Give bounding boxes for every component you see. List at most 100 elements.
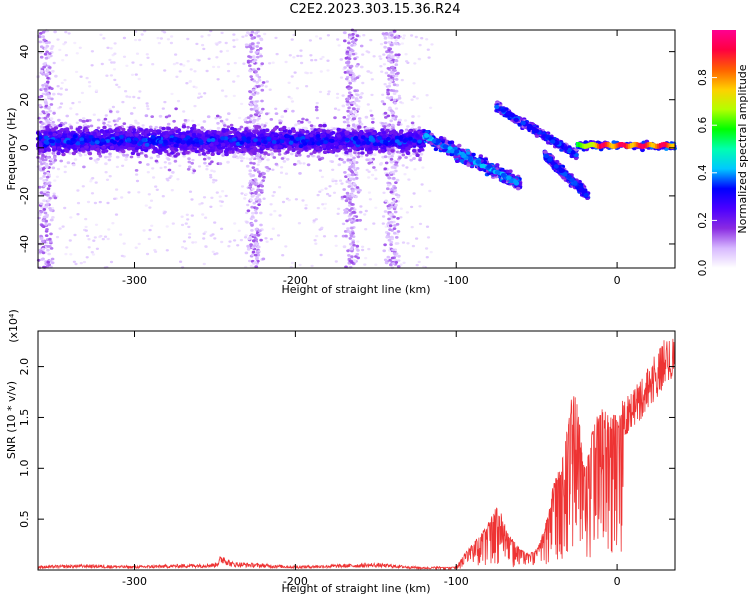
heatmap-faint-cell — [144, 204, 148, 207]
heatmap-column-cell — [353, 168, 358, 172]
heatmap-column-cell — [248, 64, 252, 68]
heatmap-column-cell — [392, 98, 397, 102]
heatmap-faint-cell — [191, 158, 195, 162]
heatmap-faint-cell — [238, 116, 242, 120]
heatmap-faint-cell — [425, 225, 430, 228]
heatmap-spread-cell — [229, 123, 234, 127]
heatmap-faint-cell — [290, 261, 294, 265]
heatmap-faint-cell — [179, 63, 183, 66]
heatmap-column-cell — [358, 96, 363, 99]
heatmap-column-cell — [251, 187, 255, 191]
heatmap-spread-cell — [321, 126, 326, 130]
heatmap-column-cell — [348, 177, 353, 181]
heatmap-band-cell — [210, 152, 215, 156]
heatmap-faint-cell — [76, 213, 80, 216]
heatmap-column-cell — [390, 55, 394, 59]
heatmap-column-cell — [46, 248, 50, 252]
heatmap-column-cell — [356, 249, 360, 252]
heatmap-faint-cell — [272, 191, 276, 194]
heatmap-faint-cell — [182, 110, 186, 113]
heatmap-column-cell — [351, 123, 356, 127]
heatmap-column-cell — [386, 187, 390, 191]
heatmap-column-cell — [42, 175, 46, 178]
heatmap-column-cell — [255, 45, 259, 48]
heatmap-column-cell — [256, 67, 261, 71]
heatmap-column-cell — [45, 182, 49, 186]
heatmap-faint-cell — [83, 153, 87, 157]
heatmap-column-cell — [359, 44, 364, 48]
heatmap-spread-cell — [226, 160, 230, 164]
heatmap-column-cell — [39, 210, 44, 214]
heatmap-faint-cell — [400, 42, 404, 45]
heatmap-faint-cell — [339, 76, 344, 79]
heatmap-faint-cell — [290, 38, 294, 41]
heatmap-spread-cell — [239, 153, 243, 157]
heatmap-column-cell — [392, 215, 396, 219]
heatmap-spread-cell — [365, 153, 369, 157]
heatmap-faint-cell — [191, 241, 195, 244]
heatmap-spread-cell — [78, 153, 83, 157]
heatmap-spread-cell — [332, 127, 337, 130]
heatmap-column-cell — [386, 67, 391, 70]
heatmap-band-cell — [261, 145, 266, 150]
heatmap-faint-cell — [95, 247, 99, 250]
heatmap-faint-cell — [121, 164, 125, 167]
heatmap-column-cell — [249, 103, 254, 107]
heatmap-spread-cell — [59, 159, 63, 163]
heatmap-column-cell — [348, 51, 353, 55]
heatmap-column-cell — [394, 59, 399, 62]
heatmap-column-cell — [386, 88, 390, 92]
heatmap-column-cell — [394, 89, 399, 93]
heatmap-column-cell — [39, 55, 44, 59]
heatmap-spread-cell — [394, 163, 398, 166]
heatmap-band-cell — [322, 123, 327, 128]
heatmap-spread-cell — [298, 172, 302, 175]
heatmap-faint-cell — [175, 61, 179, 65]
heatmap-faint-cell — [399, 101, 403, 104]
heatmap-column-cell — [349, 165, 354, 168]
heatmap-faint-cell — [326, 127, 330, 130]
heatmap-faint-cell — [130, 73, 135, 77]
heatmap-faint-cell — [79, 261, 83, 265]
heatmap-column-cell — [38, 250, 43, 254]
heatmap-band-cell — [336, 127, 341, 132]
heatmap-faint-cell — [403, 173, 407, 176]
heatmap-spread-cell — [150, 115, 154, 118]
heatmap-faint-cell — [244, 234, 248, 237]
heatmap-column-cell — [252, 68, 256, 72]
heatmap-column-cell — [253, 253, 258, 257]
heatmap-column-cell — [255, 55, 260, 59]
heatmap-column-cell — [248, 157, 253, 161]
heatmap-faint-cell — [63, 165, 67, 168]
heatmap-faint-cell — [69, 216, 73, 219]
heatmap-column-cell — [358, 210, 363, 214]
heatmap-faint-cell — [218, 41, 222, 44]
heatmap-faint-cell — [224, 194, 228, 198]
heatmap-faint-cell — [227, 69, 231, 73]
heatmap-column-cell — [356, 93, 360, 97]
heatmap-spread-cell — [383, 155, 388, 159]
heatmap-spread-cell — [365, 126, 369, 130]
heatmap-column-cell — [348, 81, 353, 85]
heatmap-faint-cell — [161, 107, 165, 110]
heatmap-spread-cell — [243, 118, 247, 122]
heatmap-column-cell — [39, 125, 44, 128]
heatmap-faint-cell — [298, 162, 302, 165]
heatmap-faint-cell — [310, 264, 314, 268]
heatmap-column-cell — [251, 253, 255, 256]
heatmap-faint-cell — [163, 161, 167, 164]
heatmap-column-cell — [39, 202, 44, 206]
heatmap-faint-cell — [264, 122, 268, 125]
heatmap-column-cell — [389, 79, 394, 82]
heatmap-spread-cell — [208, 162, 212, 166]
heatmap-band-cell — [132, 128, 137, 132]
heatmap-spread-cell — [411, 123, 416, 127]
heatmap-column-cell — [46, 92, 50, 96]
heatmap-column-cell — [45, 50, 49, 54]
heatmap-faint-cell — [346, 155, 350, 158]
heatmap-column-cell — [39, 191, 44, 195]
heatmap-faint-cell — [425, 256, 429, 259]
heatmap-faint-cell — [145, 105, 150, 108]
heatmap-faint-cell — [289, 97, 293, 100]
heatmap-faint-cell — [141, 124, 145, 127]
